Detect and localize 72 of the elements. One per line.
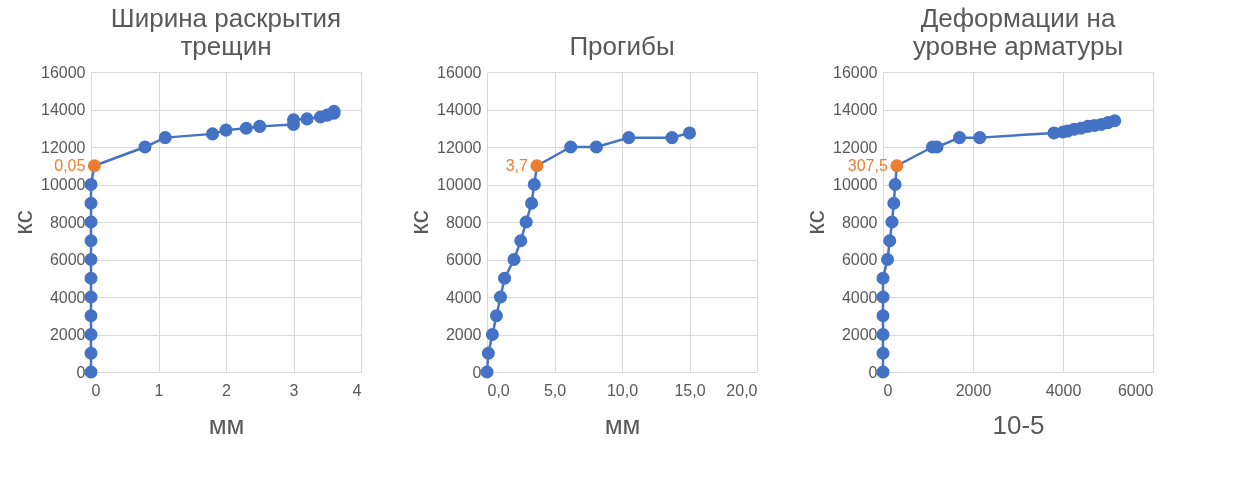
y-tick-label: 0 (868, 363, 878, 381)
y-tick-label: 2000 (841, 326, 878, 343)
y-axis-title: кс (8, 210, 39, 235)
x-tick-label: 2000 (955, 381, 992, 399)
y-tick-label: 14000 (437, 101, 482, 118)
y-tick-label: 4000 (841, 288, 878, 306)
point (239, 121, 253, 135)
y-tick-label: 6000 (841, 251, 878, 268)
point (300, 112, 314, 126)
y-axis-title: кс (404, 210, 435, 235)
y-tick-label: 2000 (445, 326, 482, 343)
y-tick-label: 14000 (833, 101, 878, 118)
chart-title: Прогибы (569, 31, 675, 61)
y-tick-label: 10000 (41, 176, 86, 193)
y-tick-label: 12000 (437, 138, 482, 156)
y-tick-label: 12000 (41, 138, 86, 156)
x-tick-label: 5,0 (543, 381, 567, 399)
annotation: 3,7 (505, 156, 529, 174)
x-tick-label: 4 (352, 381, 362, 399)
point (84, 215, 98, 229)
point (84, 365, 98, 379)
x-tick-label: 20,0 (726, 381, 758, 399)
point (84, 346, 98, 360)
x-tick-label: 0,0 (487, 381, 510, 399)
y-tick-label: 10000 (437, 176, 482, 193)
point (138, 140, 152, 154)
point (84, 271, 98, 285)
x-tick-label: 0 (91, 381, 101, 399)
x-tick-label: 15,0 (674, 381, 706, 399)
point (205, 127, 220, 141)
y-tick-label: 16000 (41, 63, 86, 81)
point (158, 131, 172, 145)
x-tick-label: 2 (222, 381, 232, 399)
y-tick-label: 4000 (49, 288, 86, 306)
y-tick-label: 0 (76, 363, 86, 381)
x-tick-label: 10,0 (606, 381, 639, 399)
chart-title: Деформации на уровне арматуры (912, 3, 1124, 61)
chart-title: Ширина раскрытия трещин (110, 3, 342, 61)
point (253, 119, 267, 133)
x-axis-title: 10-5 (992, 409, 1045, 440)
y-tick-label: 4000 (445, 288, 482, 306)
point (84, 177, 98, 192)
point (84, 196, 98, 210)
y-axis-title: кс (800, 210, 831, 235)
y-tick-label: 0 (472, 363, 482, 381)
x-axis-title: мм (604, 409, 641, 440)
point (84, 252, 98, 267)
y-tick-label: 8000 (445, 213, 482, 231)
y-tick-label: 6000 (445, 251, 482, 268)
x-tick-label: 1 (154, 381, 164, 399)
y-tick-label: 12000 (833, 138, 878, 156)
y-tick-label: 16000 (437, 63, 482, 81)
y-tick-label: 14000 (41, 101, 86, 118)
x-tick-label: 4000 (1045, 381, 1082, 399)
x-tick-label: 3 (289, 381, 299, 399)
y-tick-label: 8000 (841, 213, 878, 231)
point (84, 290, 98, 304)
annotation: 307,5 (847, 156, 888, 174)
y-tick-label: 16000 (833, 63, 878, 81)
point (219, 123, 233, 137)
point (84, 309, 98, 323)
x-tick-label: 0 (883, 381, 893, 399)
y-tick-label: 6000 (49, 251, 86, 268)
point (87, 159, 101, 173)
y-tick-label: 2000 (49, 326, 86, 343)
y-tick-label: 10000 (833, 176, 878, 193)
point (84, 327, 98, 342)
x-axis-title: мм (208, 409, 245, 440)
y-tick-label: 8000 (49, 213, 86, 231)
x-tick-label: 6000 (1117, 381, 1154, 399)
annotation: 0,05 (54, 156, 86, 174)
point (84, 234, 98, 248)
